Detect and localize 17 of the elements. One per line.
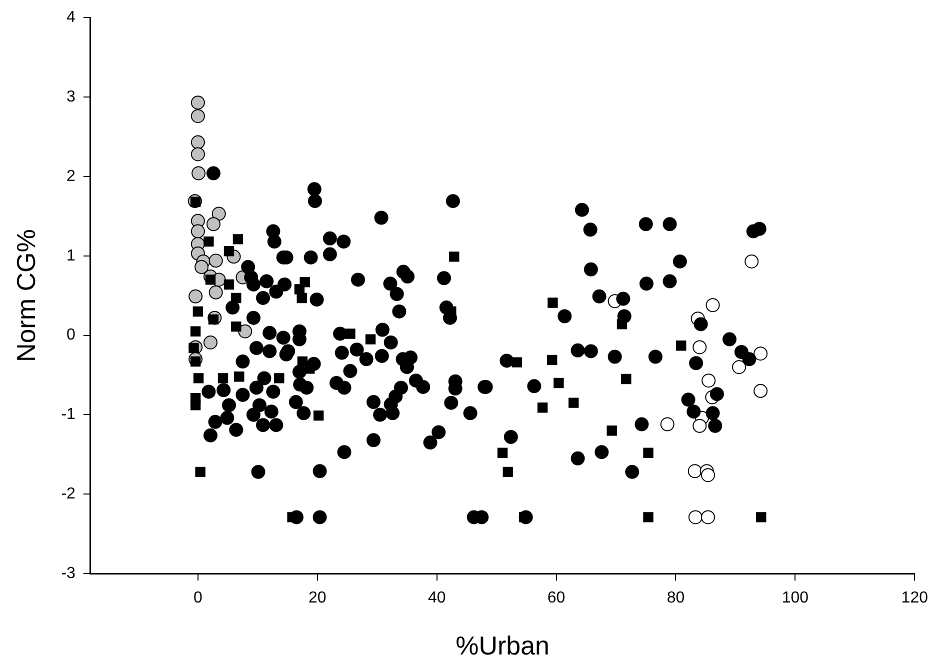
x-tick-label: 120 bbox=[901, 590, 928, 607]
x-tick-label: 100 bbox=[782, 590, 809, 607]
x-tick-label: 60 bbox=[547, 590, 566, 607]
y-tick-label: -2 bbox=[61, 486, 76, 503]
x-tick-label: 40 bbox=[428, 590, 446, 607]
y-tick-label: 3 bbox=[66, 88, 76, 106]
y-tick-label: 4 bbox=[66, 9, 76, 26]
x-tick-label: 0 bbox=[193, 590, 202, 607]
y-tick-label: 0 bbox=[66, 326, 76, 344]
y-tick-label: 1 bbox=[66, 247, 76, 264]
y-tick-label: -3 bbox=[61, 565, 76, 582]
x-axis-title: %Urban bbox=[456, 630, 550, 661]
y-axis-title: Norm CG% bbox=[10, 229, 41, 362]
y-tick-label: 2 bbox=[66, 168, 76, 185]
y-tick-label: -1 bbox=[61, 406, 76, 424]
x-tick-label: 80 bbox=[666, 590, 685, 607]
x-tick-label: 20 bbox=[308, 590, 326, 607]
